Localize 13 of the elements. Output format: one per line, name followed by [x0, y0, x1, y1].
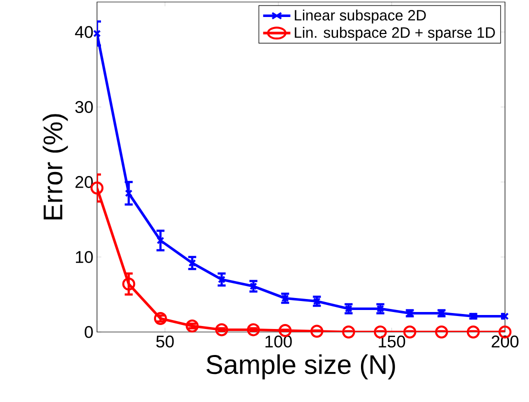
x-axis-title: Sample size (N) [206, 354, 395, 380]
y-tick-label: 40 [75, 26, 93, 38]
legend-label: Lin. subspace 2D + sparse 1D [294, 26, 495, 41]
y-tick-label: 30 [75, 101, 93, 113]
y-tick-label: 10 [76, 251, 93, 263]
y-axis-title: Error (%) [42, 114, 68, 220]
legend-label: Linear subspace 2D [294, 10, 426, 24]
y-tick-label: 0 [84, 326, 93, 338]
y-tick-label: 20 [76, 176, 93, 188]
x-tick-label: 100 [266, 336, 292, 348]
x-tick-label: 200 [492, 336, 518, 348]
x-tick-label: 150 [378, 336, 406, 348]
x-tick-label: 50 [156, 336, 174, 348]
